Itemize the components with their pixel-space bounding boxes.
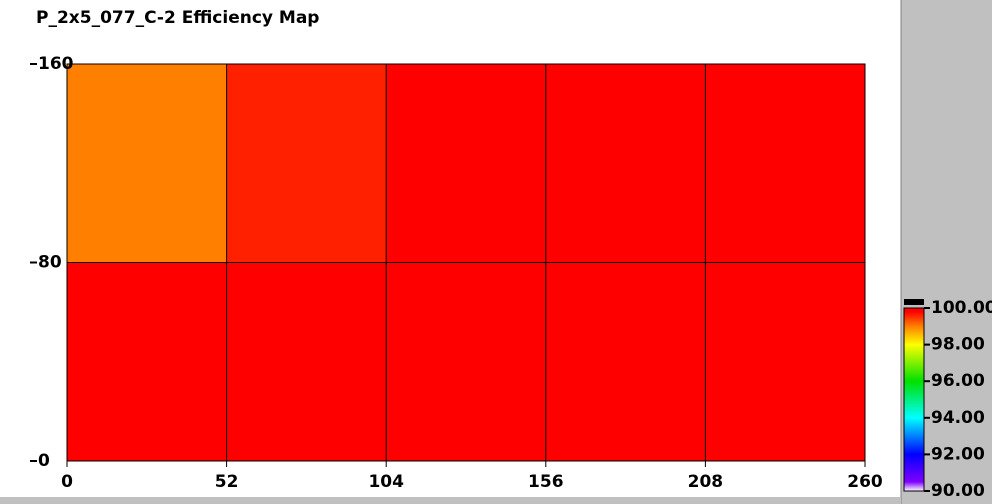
x-tick-label: 260: [847, 472, 883, 492]
colorbar: [903, 307, 925, 492]
heatmap-cell: [386, 262, 546, 461]
colorbar-label: 92.00: [931, 444, 985, 464]
heatmap-cell: [545, 64, 706, 263]
heatmap-cell: [226, 64, 387, 263]
heatmap-cell: [67, 262, 227, 461]
heatmap-cell: [705, 64, 865, 263]
colorbar-label: 98.00: [931, 335, 985, 355]
y-tick-label: 80: [38, 253, 62, 273]
heatmap-cell: [545, 262, 706, 461]
chart-title: P_2x5_077_C-2 Efficiency Map: [36, 8, 319, 28]
heatmap-cell: [386, 64, 546, 263]
colorbar-label: 96.00: [931, 371, 985, 391]
bottom-strip: [0, 497, 901, 504]
heatmap-cell: [705, 262, 865, 461]
heatmap-cell: [226, 262, 387, 461]
plot-frame: [66, 63, 866, 462]
colorbar-cap: [904, 299, 924, 305]
colorbar-label: 100.00: [931, 298, 992, 318]
x-tick-label: 208: [688, 472, 724, 492]
y-tick-label: 0: [38, 451, 50, 471]
x-tick-label: 52: [215, 472, 239, 492]
x-tick-label: 0: [61, 472, 73, 492]
heatmap-cell: [67, 64, 227, 263]
x-tick-label: 104: [368, 472, 404, 492]
x-tick-label: 156: [528, 472, 564, 492]
colorbar-label: 90.00: [931, 481, 985, 501]
colorbar-label: 94.00: [931, 408, 985, 428]
y-tick-label: 160: [38, 54, 74, 74]
